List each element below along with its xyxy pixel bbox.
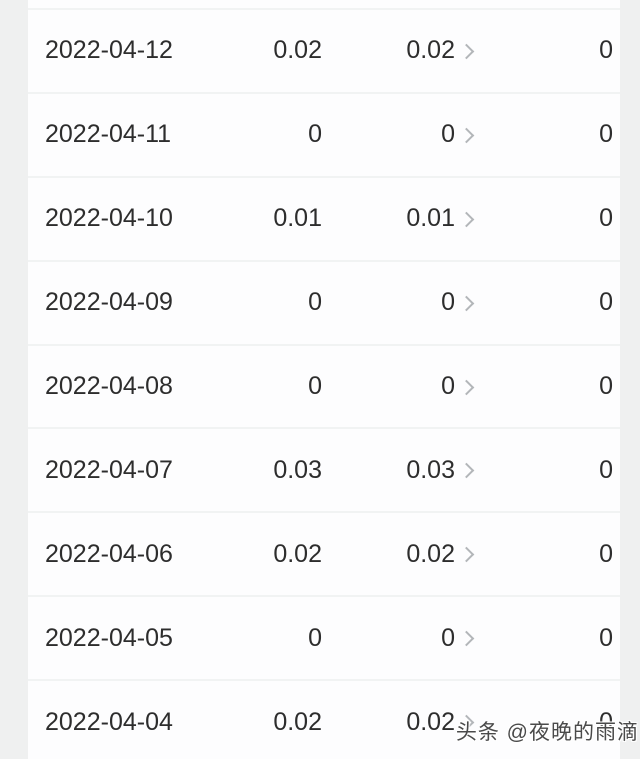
row-value-b: 0.03 xyxy=(406,455,455,484)
table-body: 2022-04-12 0.02 0.02 0 2022-04-11 0 0 0 … xyxy=(28,8,620,759)
row-value-a: 0.02 xyxy=(273,539,322,568)
row-value-a: 0.01 xyxy=(273,204,322,233)
row-value-a: 0.03 xyxy=(273,455,322,484)
table-row[interactable]: 2022-04-06 0.02 0.02 0 xyxy=(28,511,620,596)
row-value-a: 0 xyxy=(308,288,322,317)
table-row[interactable]: 2022-04-07 0.03 0.03 0 xyxy=(28,427,620,512)
row-value-c: 0 xyxy=(599,120,613,149)
row-value-b: 0 xyxy=(441,120,455,149)
row-value-b-link[interactable]: 0.02 xyxy=(322,707,475,737)
row-date: 2022-04-04 xyxy=(45,707,173,736)
table-row[interactable]: 2022-04-09 0 0 0 xyxy=(28,259,620,344)
table-row[interactable]: 2022-04-12 0.02 0.02 0 xyxy=(28,8,620,92)
row-value-b: 0 xyxy=(441,372,455,400)
row-date: 2022-04-10 xyxy=(45,204,173,233)
row-value-b-link[interactable]: 0 xyxy=(322,288,475,317)
row-value-b: 0.02 xyxy=(406,539,455,568)
row-value-a: 0.02 xyxy=(273,36,322,65)
table-row[interactable]: 2022-04-11 0 0 0 xyxy=(28,91,620,176)
table-row[interactable]: 2022-04-08 0 0 0 xyxy=(28,343,620,428)
row-date: 2022-04-06 xyxy=(45,539,173,568)
row-value-b: 0 xyxy=(441,288,455,317)
row-value-b-link[interactable]: 0.01 xyxy=(322,204,475,233)
row-value-b-link[interactable]: 0 xyxy=(322,372,475,401)
row-value-b-link[interactable]: 0.02 xyxy=(322,36,475,65)
row-date: 2022-04-07 xyxy=(45,455,173,484)
table-row[interactable]: 2022-04-04 0.02 0.02 0 xyxy=(28,679,620,759)
table-row[interactable]: 2022-04-10 0.01 0.01 0 xyxy=(28,175,620,260)
row-value-c: 0 xyxy=(599,288,613,317)
row-date: 2022-04-08 xyxy=(45,372,173,400)
row-value-b-link[interactable]: 0 xyxy=(322,120,475,149)
row-value-b-link[interactable]: 0.02 xyxy=(322,539,475,569)
row-value-b: 0.02 xyxy=(406,36,455,65)
row-value-c: 0 xyxy=(599,372,613,400)
row-value-c: 0 xyxy=(599,623,613,652)
row-value-c: 0 xyxy=(599,707,613,736)
row-value-a: 0 xyxy=(308,623,322,652)
row-value-a: 0 xyxy=(308,120,322,149)
table: 2022-04-12 0.02 0.02 0 2022-04-11 0 0 0 … xyxy=(28,0,620,759)
row-value-b-link[interactable]: 0 xyxy=(322,623,475,653)
row-date: 2022-04-09 xyxy=(45,288,173,317)
row-value-c: 0 xyxy=(599,539,613,568)
row-value-c: 0 xyxy=(599,204,613,233)
row-date: 2022-04-12 xyxy=(45,36,173,65)
row-value-b: 0.02 xyxy=(406,707,455,736)
row-value-b: 0 xyxy=(441,623,455,652)
row-value-b-link[interactable]: 0.03 xyxy=(322,455,475,485)
row-date: 2022-04-05 xyxy=(45,623,173,652)
row-value-a: 0.02 xyxy=(273,707,322,736)
row-value-b: 0.01 xyxy=(406,204,455,233)
row-value-c: 0 xyxy=(599,36,613,65)
row-value-a: 0 xyxy=(308,372,322,400)
row-date: 2022-04-11 xyxy=(45,120,172,149)
table-row[interactable]: 2022-04-05 0 0 0 xyxy=(28,595,620,680)
cutoff-row-remnant xyxy=(28,0,620,8)
row-value-c: 0 xyxy=(599,455,613,484)
